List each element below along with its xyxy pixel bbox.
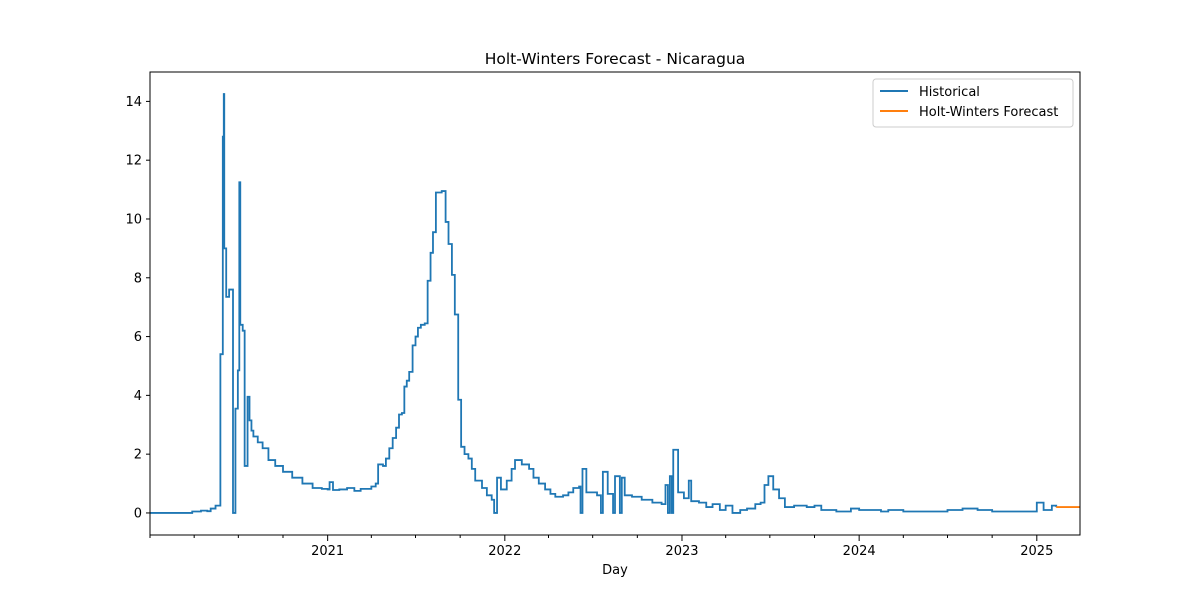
legend: Historical Holt-Winters Forecast	[872, 78, 1074, 128]
plot-frame	[149, 71, 1081, 536]
y-tick-label: 4	[134, 389, 142, 404]
x-tick-label: 2022	[488, 544, 521, 559]
y-tick-label: 2	[134, 448, 142, 463]
y-tick-label: 10	[125, 212, 142, 227]
y-tick-label: 12	[125, 154, 142, 169]
y-tick-label: 14	[125, 95, 142, 110]
x-tick-label: 2025	[1020, 544, 1053, 559]
y-axis: 0 2 4 6 8 10 12 14	[125, 95, 150, 521]
plot-area	[150, 93, 1080, 514]
legend-box	[872, 78, 1074, 128]
y-tick-label: 8	[134, 271, 142, 286]
legend-label-historical: Historical	[919, 85, 980, 100]
x-axis: 2021 2022 2023 2024 2025	[149, 535, 1053, 559]
y-tick-label: 6	[134, 330, 142, 345]
x-axis-title: Day	[602, 563, 628, 578]
x-tick-label: 2021	[311, 544, 344, 559]
legend-label-forecast: Holt-Winters Forecast	[919, 105, 1058, 120]
chart-title: Holt-Winters Forecast - Nicaragua	[485, 50, 746, 68]
series-line-0	[150, 93, 1058, 514]
x-tick-label: 2024	[843, 544, 876, 559]
y-tick-label: 0	[134, 506, 142, 521]
x-tick-label: 2023	[665, 544, 698, 559]
